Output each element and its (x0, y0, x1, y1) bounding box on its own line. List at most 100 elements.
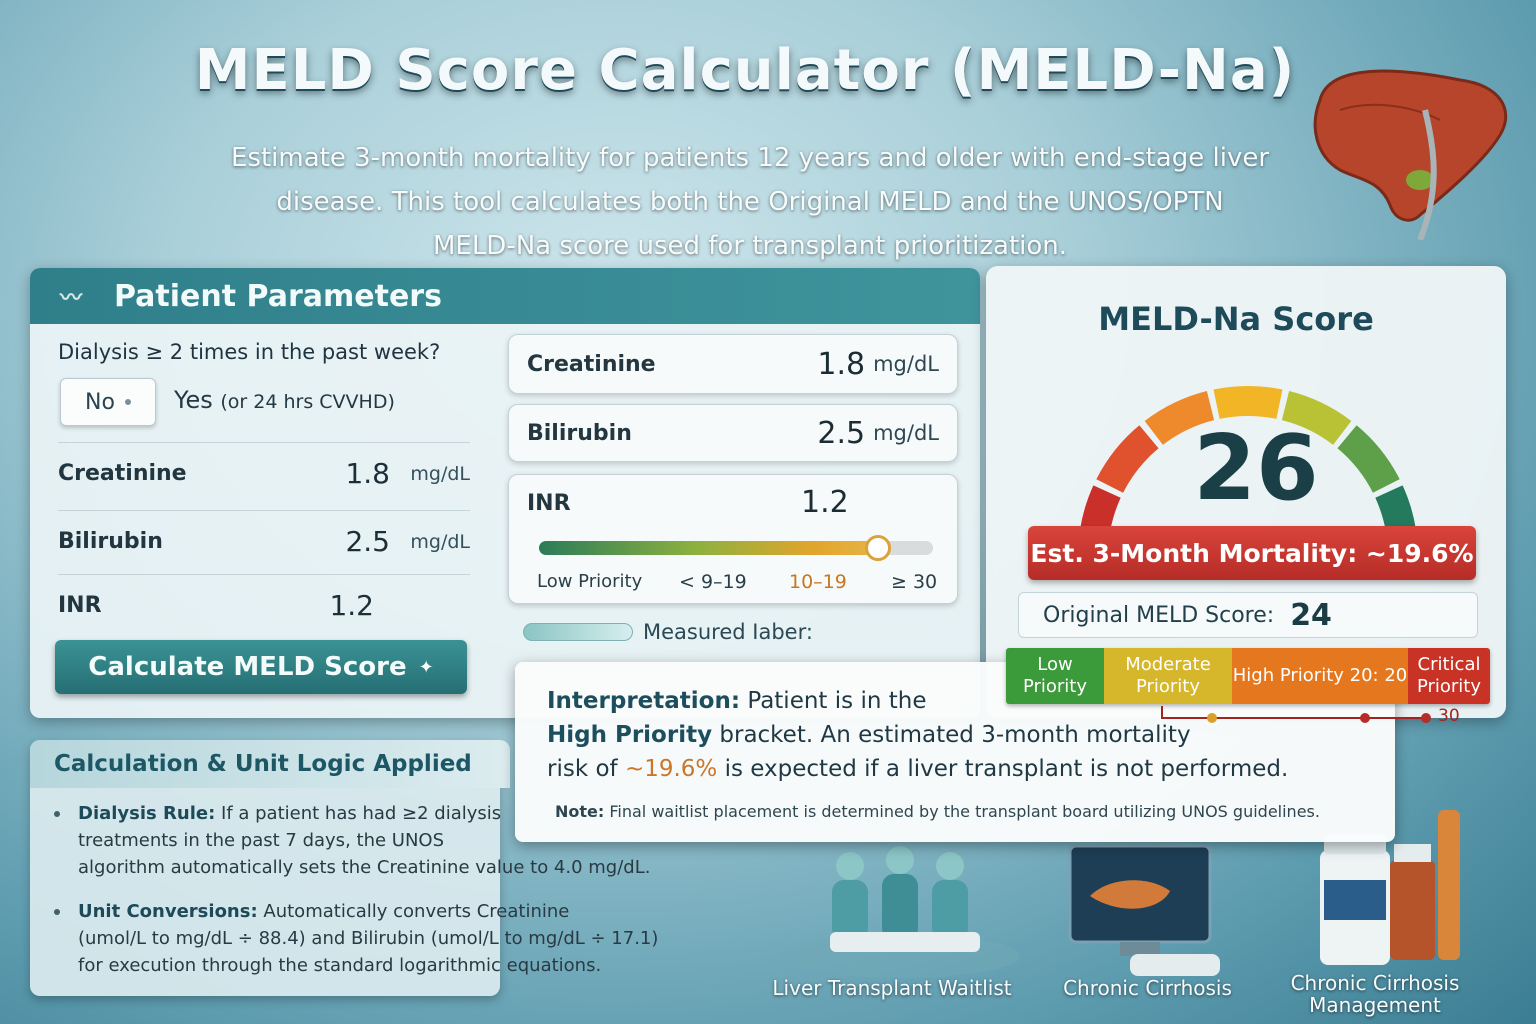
inr-card-value[interactable]: 1.2 (801, 485, 849, 520)
original-meld-label: Original MELD Score: (1043, 602, 1275, 628)
monitor-illustration (1068, 844, 1220, 976)
meld-score-value: 26 (1193, 416, 1319, 521)
bullet-text: (umol/L to mg/dL ÷ 88.4) and Bilirubin (… (78, 928, 659, 949)
creatinine-card-value[interactable]: 1.8 (817, 346, 866, 382)
inr-slider-handle[interactable] (865, 535, 891, 561)
calculation-logic-panel: Calculation & Unit Logic Applied Dialysi… (30, 740, 658, 996)
bilirubin-label: Bilirubin (58, 529, 163, 554)
interpretation-text: Patient is in the (747, 688, 927, 714)
gauge-segment (1096, 425, 1159, 493)
original-meld-row: Original MELD Score: 24 (1018, 592, 1478, 638)
bilirubin-value[interactable]: 2.5 (345, 525, 390, 558)
gauge-segment (1213, 386, 1283, 419)
original-meld-value: 24 (1290, 597, 1332, 633)
subtitle-line: disease. This tool calculates both the O… (276, 187, 1224, 217)
interpretation-line-3: risk of ~19.6% is expected if a liver tr… (547, 756, 1288, 782)
legend-item: Low Priority (1006, 648, 1104, 704)
creatinine-value[interactable]: 1.8 (345, 457, 390, 490)
interpretation-text: bracket. An estimated 3-month mortality (719, 722, 1191, 748)
measured-label: Measured Iaber: (643, 620, 813, 644)
calculation-logic-header: Calculation & Unit Logic Applied (30, 740, 510, 788)
caption-management: Chronic Cirrhosis Management (1275, 972, 1475, 1016)
bilirubin-card-unit: mg/dL (873, 421, 939, 445)
mortality-banner: Est. 3-Month Mortality: ~19.6% (1028, 526, 1476, 580)
legend-item: High Priority 20: 20 (1232, 648, 1408, 704)
inr-row[interactable]: INR 1.2 (58, 574, 470, 636)
inr-tick-1: < 9–19 (679, 571, 747, 593)
creatinine-label: Creatinine (58, 461, 187, 486)
dialysis-no-option[interactable]: No (60, 378, 156, 426)
inr-card: INR 1.2 Low Priority < 9–19 10–19 ≥ 30 (508, 474, 958, 604)
inr-value[interactable]: 1.2 (329, 589, 374, 622)
caption-management-line: Chronic Cirrhosis (1290, 971, 1460, 995)
legend-scale-line (1161, 706, 1431, 723)
scale-dot (1421, 713, 1431, 723)
score-gauge (1078, 386, 1418, 554)
gauge-segment (1281, 391, 1352, 445)
dialysis-no-label: No (85, 389, 115, 415)
inr-tick-2: 10–19 (789, 571, 847, 593)
inr-tick-3: ≥ 30 (891, 571, 938, 593)
bilirubin-card-value[interactable]: 2.5 (817, 415, 866, 451)
interpretation-text: risk of (547, 756, 618, 782)
inr-slider-track[interactable] (539, 541, 933, 555)
patient-parameters-title: Patient Parameters (114, 278, 442, 314)
bilirubin-row[interactable]: Bilirubin 2.5 mg/dL (58, 510, 470, 572)
measured-indicator: Measured Iaber: (523, 620, 813, 644)
bullet-text: treatments in the past 7 days, the UNOS (78, 830, 445, 851)
bullet-icon (54, 909, 60, 915)
interpretation-lead: Interpretation: (547, 688, 741, 714)
liver-illustration (1313, 69, 1508, 240)
score-title: MELD-Na Score (1098, 300, 1374, 338)
interpretation-text: is expected if a liver transplant is not… (724, 756, 1289, 782)
bullet-lead: Unit Conversions: (78, 901, 258, 922)
creatinine-unit: mg/dL (410, 462, 470, 485)
legend-item: Critical Priority (1408, 648, 1490, 704)
patient-parameters-panel: 〰 Patient Parameters Dialysis ≥ 2 times … (30, 268, 980, 718)
swirl-icon: 〰 (60, 286, 83, 311)
caption-management-line: Management (1309, 993, 1441, 1017)
surgery-illustration (780, 846, 1020, 978)
bullet-text: algorithm automatically sets the Creatin… (78, 857, 651, 878)
priority-legend: Low Priority Moderate Priority High Priori… (1006, 648, 1490, 704)
interpretation-line-2: High Priority bracket. An estimated 3-mo… (547, 722, 1191, 748)
inr-tick-low: Low Priority (537, 571, 643, 592)
bilirubin-card[interactable]: Bilirubin 2.5 mg/dL (508, 404, 958, 462)
dialysis-question: Dialysis ≥ 2 times in the past week? (58, 340, 441, 364)
gauge-segment (1144, 391, 1215, 445)
dialysis-yes-note: (or 24 hrs CVVHD) (220, 391, 395, 413)
patient-parameters-header: 〰 Patient Parameters (30, 268, 980, 324)
bullet-icon (54, 811, 60, 817)
page-title: MELD Score Calculator (MELD-Na) (194, 38, 1296, 103)
legend-item: Moderate Priority (1104, 648, 1232, 704)
bullet-lead: Dialysis Rule: (78, 803, 216, 824)
dialysis-yes-option[interactable]: Yes (or 24 hrs CVVHD) (174, 386, 395, 414)
scale-dot (1207, 713, 1217, 723)
subtitle-line: MELD-Na score used for transplant priori… (432, 231, 1068, 261)
gauge-segment (1337, 425, 1400, 493)
meld-score-card: MELD-Na Score 26 Est. 3-Month Mortality:… (986, 266, 1506, 718)
creatinine-row[interactable]: Creatinine 1.8 mg/dL (58, 442, 470, 504)
inr-card-label: INR (527, 491, 571, 516)
bullet-text: Automatically converts Creatinine (263, 901, 570, 922)
calculate-meld-button[interactable]: Calculate MELD Score ✦ (55, 640, 467, 694)
creatinine-card-unit: mg/dL (873, 352, 939, 376)
creatinine-card[interactable]: Creatinine 1.8 mg/dL (508, 334, 958, 394)
bullet-text: If a patient has had ≥2 dialysis (221, 803, 502, 824)
caption-cirrhosis: Chronic Cirrhosis (1063, 976, 1232, 1000)
legend-end-label: 30 (1438, 706, 1460, 726)
bilirubin-card-label: Bilirubin (527, 420, 632, 446)
page-subtitle: Estimate 3-month mortality for patients … (200, 136, 1300, 268)
bullet-text: for execution through the standard logar… (78, 955, 602, 976)
inr-label: INR (58, 593, 102, 618)
toggle-pill-icon[interactable] (523, 623, 633, 641)
note-text: Final waitlist placement is determined b… (609, 802, 1320, 821)
sparkle-icon: ✦ (418, 656, 434, 678)
interpretation-note: Note: Final waitlist placement is determ… (555, 802, 1320, 821)
scale-dot (1360, 713, 1370, 723)
priority-bracket: High Priority (547, 722, 713, 748)
logic-bullet: Dialysis Rule: If a patient has had ≥2 d… (54, 800, 714, 881)
logic-bullet: Unit Conversions: Automatically converts… (54, 898, 714, 979)
dialysis-yes-label: Yes (174, 386, 213, 414)
mortality-risk: ~19.6% (624, 756, 718, 782)
